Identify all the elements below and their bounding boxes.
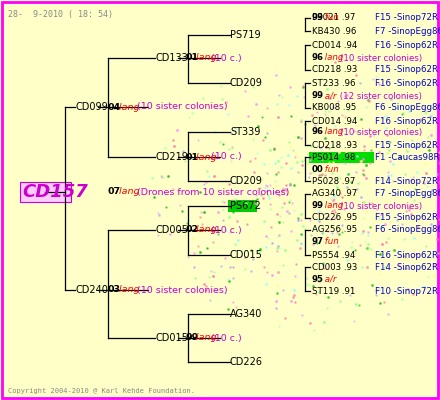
Text: CD157: CD157	[22, 183, 88, 201]
Text: (10 sister colonies): (10 sister colonies)	[341, 202, 422, 210]
Text: (10 c.): (10 c.)	[211, 334, 242, 342]
Text: a/r: a/r	[323, 274, 337, 284]
Text: fun: fun	[323, 164, 339, 174]
Text: CD133: CD133	[155, 53, 188, 63]
Text: F15 -Sinop62R: F15 -Sinop62R	[375, 214, 438, 222]
Text: (Drones from 10 sister colonies): (Drones from 10 sister colonies)	[134, 188, 289, 196]
Text: lang: lang	[193, 152, 216, 162]
Text: CD226: CD226	[230, 357, 263, 367]
Text: ST339: ST339	[230, 127, 260, 137]
Text: F16 -Sinop62R: F16 -Sinop62R	[375, 40, 438, 50]
Text: F16 -Sinop62R: F16 -Sinop62R	[375, 250, 438, 260]
Text: F10 -Sinop72R: F10 -Sinop72R	[375, 286, 438, 296]
Text: CD226 .95: CD226 .95	[312, 214, 357, 222]
Text: lang: lang	[193, 334, 216, 342]
Text: CD015: CD015	[230, 250, 263, 260]
Text: PS672: PS672	[230, 201, 261, 211]
Text: CD015: CD015	[155, 333, 188, 343]
Text: CD218 .93: CD218 .93	[312, 140, 357, 150]
Text: 03: 03	[108, 286, 121, 294]
Text: lang: lang	[193, 54, 216, 62]
Text: F16 -Sinop62R: F16 -Sinop62R	[375, 116, 438, 126]
Text: F7 -SinopEgg86R: F7 -SinopEgg86R	[375, 26, 440, 36]
Text: lang: lang	[323, 54, 344, 62]
Text: 02: 02	[185, 226, 198, 234]
Text: 99: 99	[312, 202, 324, 210]
Text: ST119 .91: ST119 .91	[312, 286, 356, 296]
Text: (10 c.): (10 c.)	[211, 54, 242, 62]
Text: lang: lang	[323, 202, 344, 210]
Bar	[309, 152, 374, 162]
Bar	[228, 200, 257, 212]
Text: PS021 .97: PS021 .97	[312, 14, 356, 22]
Text: CD099: CD099	[75, 102, 108, 112]
Text: (10 sister colonies): (10 sister colonies)	[134, 286, 227, 294]
Text: F14 -Sinop72R: F14 -Sinop72R	[375, 176, 438, 186]
Text: CD003 .93: CD003 .93	[312, 262, 357, 272]
Text: 01: 01	[185, 152, 198, 162]
Text: F1 -Caucas98R: F1 -Caucas98R	[375, 152, 440, 162]
Text: F15 -Sinop62R: F15 -Sinop62R	[375, 140, 438, 150]
Text: AG340 .97: AG340 .97	[312, 190, 357, 198]
Text: 01: 01	[185, 54, 198, 62]
Text: PS719: PS719	[230, 30, 260, 40]
Text: (10 sister colonies): (10 sister colonies)	[341, 128, 422, 136]
Text: F14 -Sinop62R: F14 -Sinop62R	[375, 262, 438, 272]
Text: F15 -Sinop62R: F15 -Sinop62R	[375, 66, 438, 74]
Text: PS028 .97: PS028 .97	[312, 176, 356, 186]
Text: lang: lang	[193, 226, 216, 234]
Text: F16 -Sinop62R: F16 -Sinop62R	[375, 78, 438, 88]
Text: AG340: AG340	[230, 309, 262, 319]
Text: (10 sister colonies): (10 sister colonies)	[134, 102, 227, 112]
Bar	[20, 182, 71, 202]
Text: 96: 96	[312, 128, 324, 136]
Text: (10 c.): (10 c.)	[211, 152, 242, 162]
Text: lang: lang	[116, 286, 139, 294]
Text: lang: lang	[323, 128, 344, 136]
Text: F7 -SinopEgg86R: F7 -SinopEgg86R	[375, 190, 440, 198]
Text: PS014 .98: PS014 .98	[312, 152, 356, 162]
Text: 00: 00	[312, 164, 324, 174]
Text: PS554 .94: PS554 .94	[312, 250, 356, 260]
Text: CD209: CD209	[230, 176, 263, 186]
Text: 95: 95	[312, 274, 324, 284]
Text: 99: 99	[312, 92, 324, 100]
Text: CD218 .93: CD218 .93	[312, 66, 357, 74]
Text: CD209: CD209	[230, 78, 263, 88]
Text: lang: lang	[116, 188, 139, 196]
Text: fun: fun	[323, 238, 339, 246]
Text: (10 sister colonies): (10 sister colonies)	[341, 54, 422, 62]
Text: CD240: CD240	[75, 285, 108, 295]
Text: CD005: CD005	[155, 225, 188, 235]
Text: fun: fun	[323, 14, 339, 22]
Text: Copyright 2004-2010 @ Karl Kehde Foundation.: Copyright 2004-2010 @ Karl Kehde Foundat…	[8, 388, 195, 394]
Text: F6 -SinopEgg86R: F6 -SinopEgg86R	[375, 104, 440, 112]
Text: CD014 .94: CD014 .94	[312, 40, 357, 50]
Text: (12 sister colonies): (12 sister colonies)	[337, 92, 422, 100]
Text: 07: 07	[108, 188, 121, 196]
Text: 04: 04	[108, 102, 121, 112]
Text: KB430 .96: KB430 .96	[312, 26, 356, 36]
Text: KB008 .95: KB008 .95	[312, 104, 356, 112]
Text: ST233 .96: ST233 .96	[312, 78, 356, 88]
Text: lang: lang	[116, 102, 139, 112]
Text: 99: 99	[312, 14, 324, 22]
Text: 97: 97	[312, 238, 324, 246]
Text: AG256 .95: AG256 .95	[312, 226, 357, 234]
Text: 99: 99	[185, 334, 198, 342]
Text: CD219: CD219	[155, 152, 188, 162]
Text: F6 -SinopEgg86R: F6 -SinopEgg86R	[375, 226, 440, 234]
Text: CD014 .94: CD014 .94	[312, 116, 357, 126]
Text: (10 c.): (10 c.)	[211, 226, 242, 234]
Text: a/r: a/r	[323, 92, 337, 100]
Text: 96: 96	[312, 54, 324, 62]
Text: 28-  9-2010 ( 18: 54): 28- 9-2010 ( 18: 54)	[8, 10, 113, 19]
Text: F15 -Sinop72R: F15 -Sinop72R	[375, 14, 438, 22]
